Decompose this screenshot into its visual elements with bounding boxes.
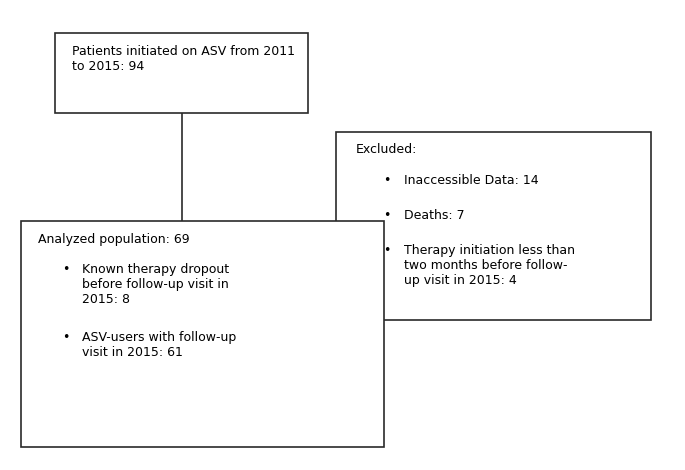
Text: Excluded:: Excluded: bbox=[356, 143, 418, 157]
Text: ASV-users with follow-up
visit in 2015: 61: ASV-users with follow-up visit in 2015: … bbox=[82, 331, 236, 360]
Text: Analyzed population: 69: Analyzed population: 69 bbox=[38, 233, 189, 246]
FancyBboxPatch shape bbox=[55, 33, 308, 113]
Text: Therapy initiation less than
two months before follow-
up visit in 2015: 4: Therapy initiation less than two months … bbox=[404, 244, 575, 287]
Text: •: • bbox=[62, 263, 69, 276]
FancyBboxPatch shape bbox=[21, 221, 384, 446]
Text: Deaths: 7: Deaths: 7 bbox=[404, 209, 465, 222]
FancyBboxPatch shape bbox=[336, 132, 651, 320]
Text: •: • bbox=[62, 331, 69, 345]
Text: •: • bbox=[384, 174, 391, 187]
Text: Patients initiated on ASV from 2011
to 2015: 94: Patients initiated on ASV from 2011 to 2… bbox=[72, 45, 295, 73]
Text: •: • bbox=[384, 209, 391, 222]
Text: •: • bbox=[384, 244, 391, 258]
Text: Inaccessible Data: 14: Inaccessible Data: 14 bbox=[404, 174, 539, 187]
Text: Known therapy dropout
before follow-up visit in
2015: 8: Known therapy dropout before follow-up v… bbox=[82, 263, 229, 306]
